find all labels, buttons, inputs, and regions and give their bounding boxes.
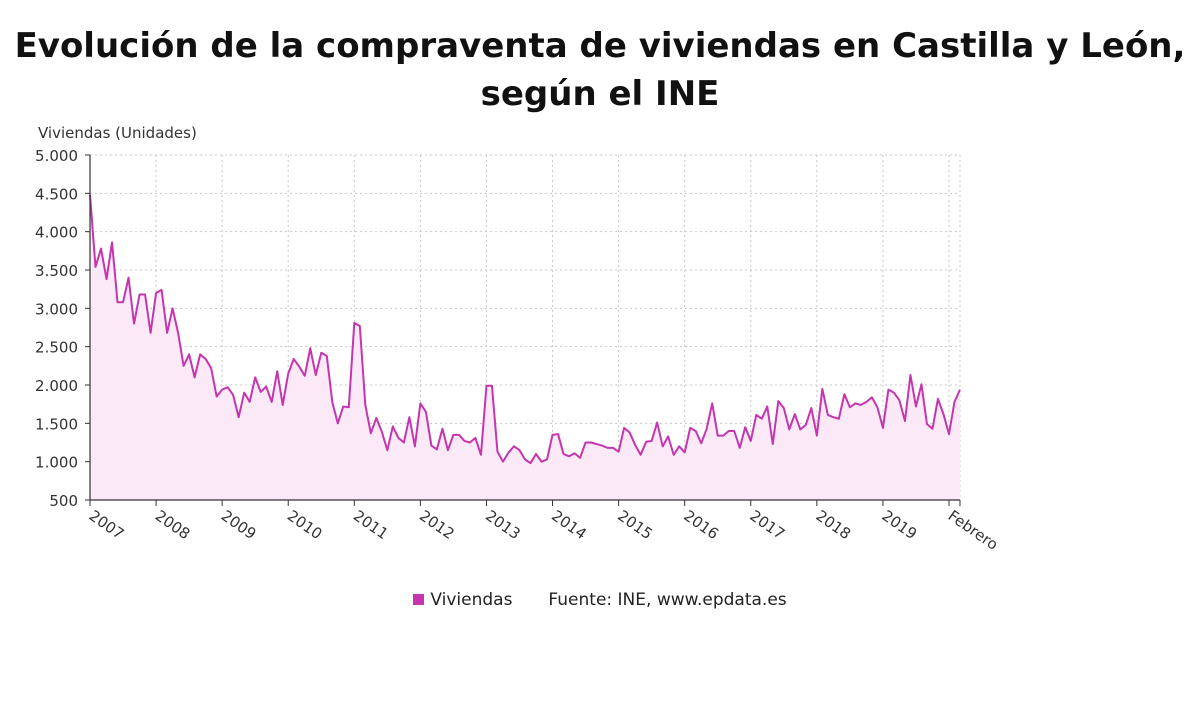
x-tick-label: 2019 xyxy=(879,507,921,544)
x-tick-label: Febrero xyxy=(945,507,1002,554)
x-tick-label: 2007 xyxy=(86,507,128,544)
source-note: Fuente: INE, www.epdata.es xyxy=(548,590,787,610)
y-tick-label: 1.500 xyxy=(35,415,78,433)
grid xyxy=(90,154,961,500)
x-tick-label: 2013 xyxy=(482,507,524,544)
x-tick-label: 2015 xyxy=(614,507,656,544)
series-area xyxy=(90,194,960,500)
y-tick-label: 3.500 xyxy=(35,262,78,280)
chart-title: Evolución de la compraventa de viviendas… xyxy=(14,26,1186,114)
y-tick-label: 3.000 xyxy=(35,300,78,318)
legend-label: Viviendas xyxy=(430,590,513,610)
area-fill xyxy=(90,194,960,500)
x-tick-label: 2011 xyxy=(350,507,392,544)
y-tick-label: 4.000 xyxy=(35,224,78,242)
x-tick-label: 2018 xyxy=(813,507,855,544)
axes xyxy=(85,154,961,506)
x-tick-label: 2017 xyxy=(746,507,788,544)
x-tick-label: 2009 xyxy=(218,507,260,544)
y-tick-label: 2.000 xyxy=(35,377,78,395)
y-axis-title: Viviendas (Unidades) xyxy=(38,124,197,142)
y-tick-label: 2.500 xyxy=(35,339,78,357)
series-line-layer xyxy=(89,194,961,465)
series-line-viviendas xyxy=(89,194,961,465)
x-tick-label: 2016 xyxy=(680,507,722,544)
y-tick-label: 5.000 xyxy=(35,147,78,165)
x-tick-label: 2010 xyxy=(284,507,326,544)
y-tick-label: 4.500 xyxy=(35,185,78,203)
legend: Viviendas Fuente: INE, www.epdata.es xyxy=(0,590,1200,610)
x-tick-label: 2012 xyxy=(416,507,458,544)
x-tick-label: 2008 xyxy=(152,507,194,544)
y-tick-label: 1.000 xyxy=(35,454,78,472)
x-tick-label: 2014 xyxy=(548,507,590,544)
legend-swatch xyxy=(413,594,425,605)
y-tick-label: 500 xyxy=(49,492,78,510)
